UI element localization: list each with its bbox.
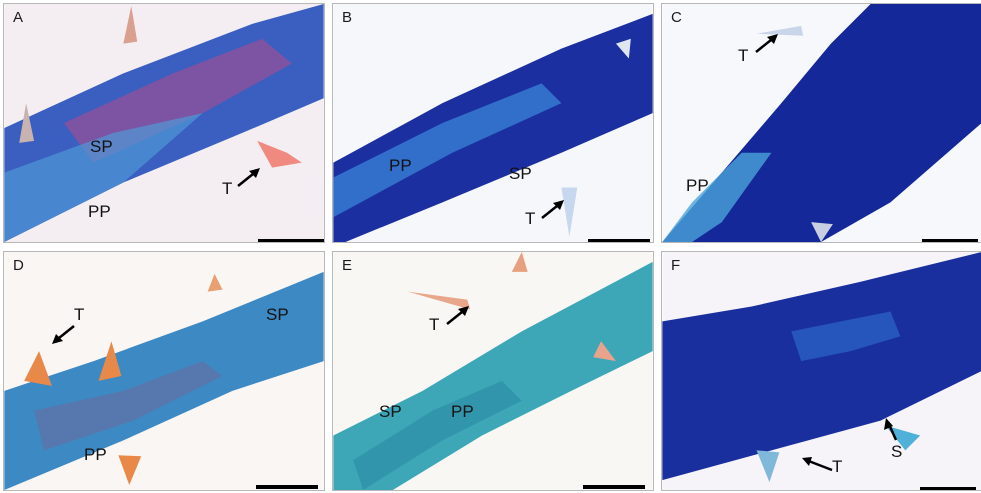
- panel-a-label-sp: SP: [90, 137, 113, 156]
- panel-e-label-sp: SP: [379, 402, 402, 421]
- panel-b-letter: B: [342, 9, 353, 26]
- panel-f-scale-bar: [920, 487, 976, 490]
- panel-b-label-sp: SP: [509, 164, 532, 183]
- panel-e-arrow-icon: [446, 306, 469, 325]
- panel-d-letter: D: [13, 257, 24, 274]
- panel-b-arrow-icon: [541, 200, 564, 219]
- panel-e-letter: E: [342, 257, 353, 274]
- panel-c-label-t: T: [738, 46, 749, 65]
- panel-f: F T S: [661, 251, 981, 491]
- panel-f-label-s: S: [891, 442, 903, 461]
- panel-a-letter: A: [13, 9, 24, 26]
- panel-a-micrograph: [4, 4, 324, 242]
- panel-f-micrograph: [662, 252, 981, 490]
- panel-a: A SP PP T: [3, 3, 325, 243]
- panel-d-label-sp: SP: [266, 305, 289, 324]
- panel-b-micrograph: [333, 4, 653, 242]
- panel-f-letter: F: [671, 257, 681, 274]
- panel-a-arrow-icon: [237, 168, 260, 187]
- panel-b-label-t: T: [525, 209, 536, 228]
- panel-c-letter: C: [671, 9, 682, 26]
- panel-c: C T PP: [661, 3, 981, 243]
- panel-d-scale-bar: [256, 485, 318, 489]
- panel-e-label-t: T: [429, 315, 440, 334]
- panel-d-micrograph: [4, 252, 324, 490]
- panel-f-label-t: T: [832, 457, 843, 476]
- panel-b-label-pp: PP: [389, 156, 412, 175]
- panel-d-arrow-icon: [52, 325, 75, 344]
- panel-e: E T SP PP: [332, 251, 654, 491]
- panel-c-label-pp: PP: [686, 176, 709, 195]
- panel-c-scale-bar: [922, 239, 978, 242]
- panel-e-micrograph: [333, 252, 653, 490]
- panel-a-label-pp: PP: [88, 202, 111, 221]
- panel-c-micrograph: [662, 4, 981, 242]
- panel-a-scale-bar: [258, 239, 324, 242]
- panel-d: D T SP PP: [3, 251, 325, 491]
- panel-d-label-pp: PP: [84, 445, 107, 464]
- panel-f-arrow-s-icon: [884, 418, 898, 441]
- panel-e-scale-bar: [583, 485, 645, 489]
- panel-e-label-pp: PP: [451, 402, 474, 421]
- panel-d-label-t: T: [74, 305, 85, 324]
- panel-b: B PP SP T: [332, 3, 654, 243]
- panel-a-label-t: T: [222, 179, 233, 198]
- panel-f-arrow-t-icon: [802, 457, 833, 472]
- panel-b-scale-bar: [588, 239, 650, 242]
- panel-c-arrow-icon: [755, 34, 778, 53]
